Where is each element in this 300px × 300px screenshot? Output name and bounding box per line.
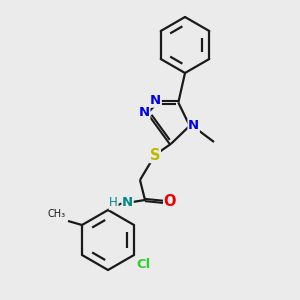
- Text: CH₃: CH₃: [48, 209, 66, 219]
- Text: N: N: [150, 94, 161, 107]
- Text: N: N: [122, 196, 133, 209]
- Text: N: N: [188, 119, 199, 132]
- Text: N: N: [139, 106, 150, 119]
- Text: O: O: [164, 194, 176, 208]
- Text: H: H: [109, 196, 118, 209]
- Text: Cl: Cl: [136, 258, 150, 271]
- Text: S: S: [150, 148, 160, 163]
